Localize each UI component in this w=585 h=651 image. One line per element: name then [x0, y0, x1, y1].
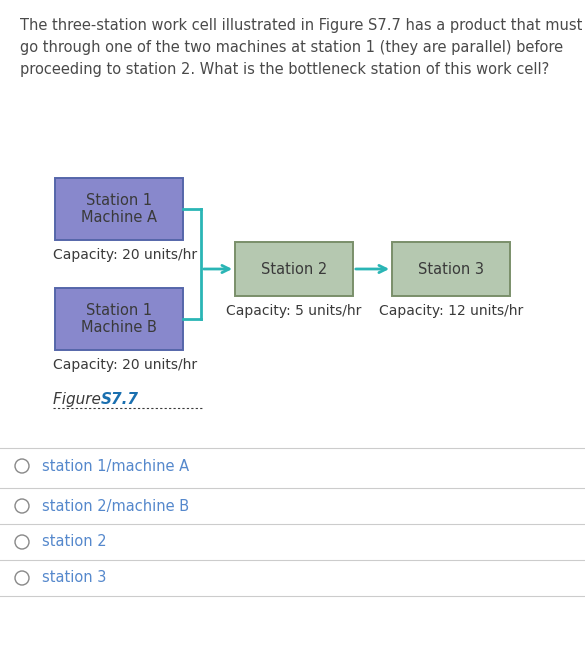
Text: station 2: station 2	[42, 534, 106, 549]
Text: The three-station work cell illustrated in Figure S7.7 has a product that must
g: The three-station work cell illustrated …	[20, 18, 583, 77]
Text: Capacity: 20 units/hr: Capacity: 20 units/hr	[53, 358, 197, 372]
FancyBboxPatch shape	[55, 288, 183, 350]
FancyBboxPatch shape	[392, 242, 510, 296]
Text: Station 2: Station 2	[261, 262, 327, 277]
FancyBboxPatch shape	[235, 242, 353, 296]
Text: Station 1
Machine B: Station 1 Machine B	[81, 303, 157, 335]
Text: station 2/machine B: station 2/machine B	[42, 499, 189, 514]
Text: Capacity: 20 units/hr: Capacity: 20 units/hr	[53, 248, 197, 262]
Text: Station 3: Station 3	[418, 262, 484, 277]
Text: station 1/machine A: station 1/machine A	[42, 458, 189, 473]
Text: Figure: Figure	[53, 392, 106, 407]
FancyBboxPatch shape	[55, 178, 183, 240]
Text: Station 1
Machine A: Station 1 Machine A	[81, 193, 157, 225]
Text: Capacity: 5 units/hr: Capacity: 5 units/hr	[226, 304, 362, 318]
Text: Capacity: 12 units/hr: Capacity: 12 units/hr	[379, 304, 523, 318]
Text: station 3: station 3	[42, 570, 106, 585]
Text: S7.7: S7.7	[101, 392, 139, 407]
